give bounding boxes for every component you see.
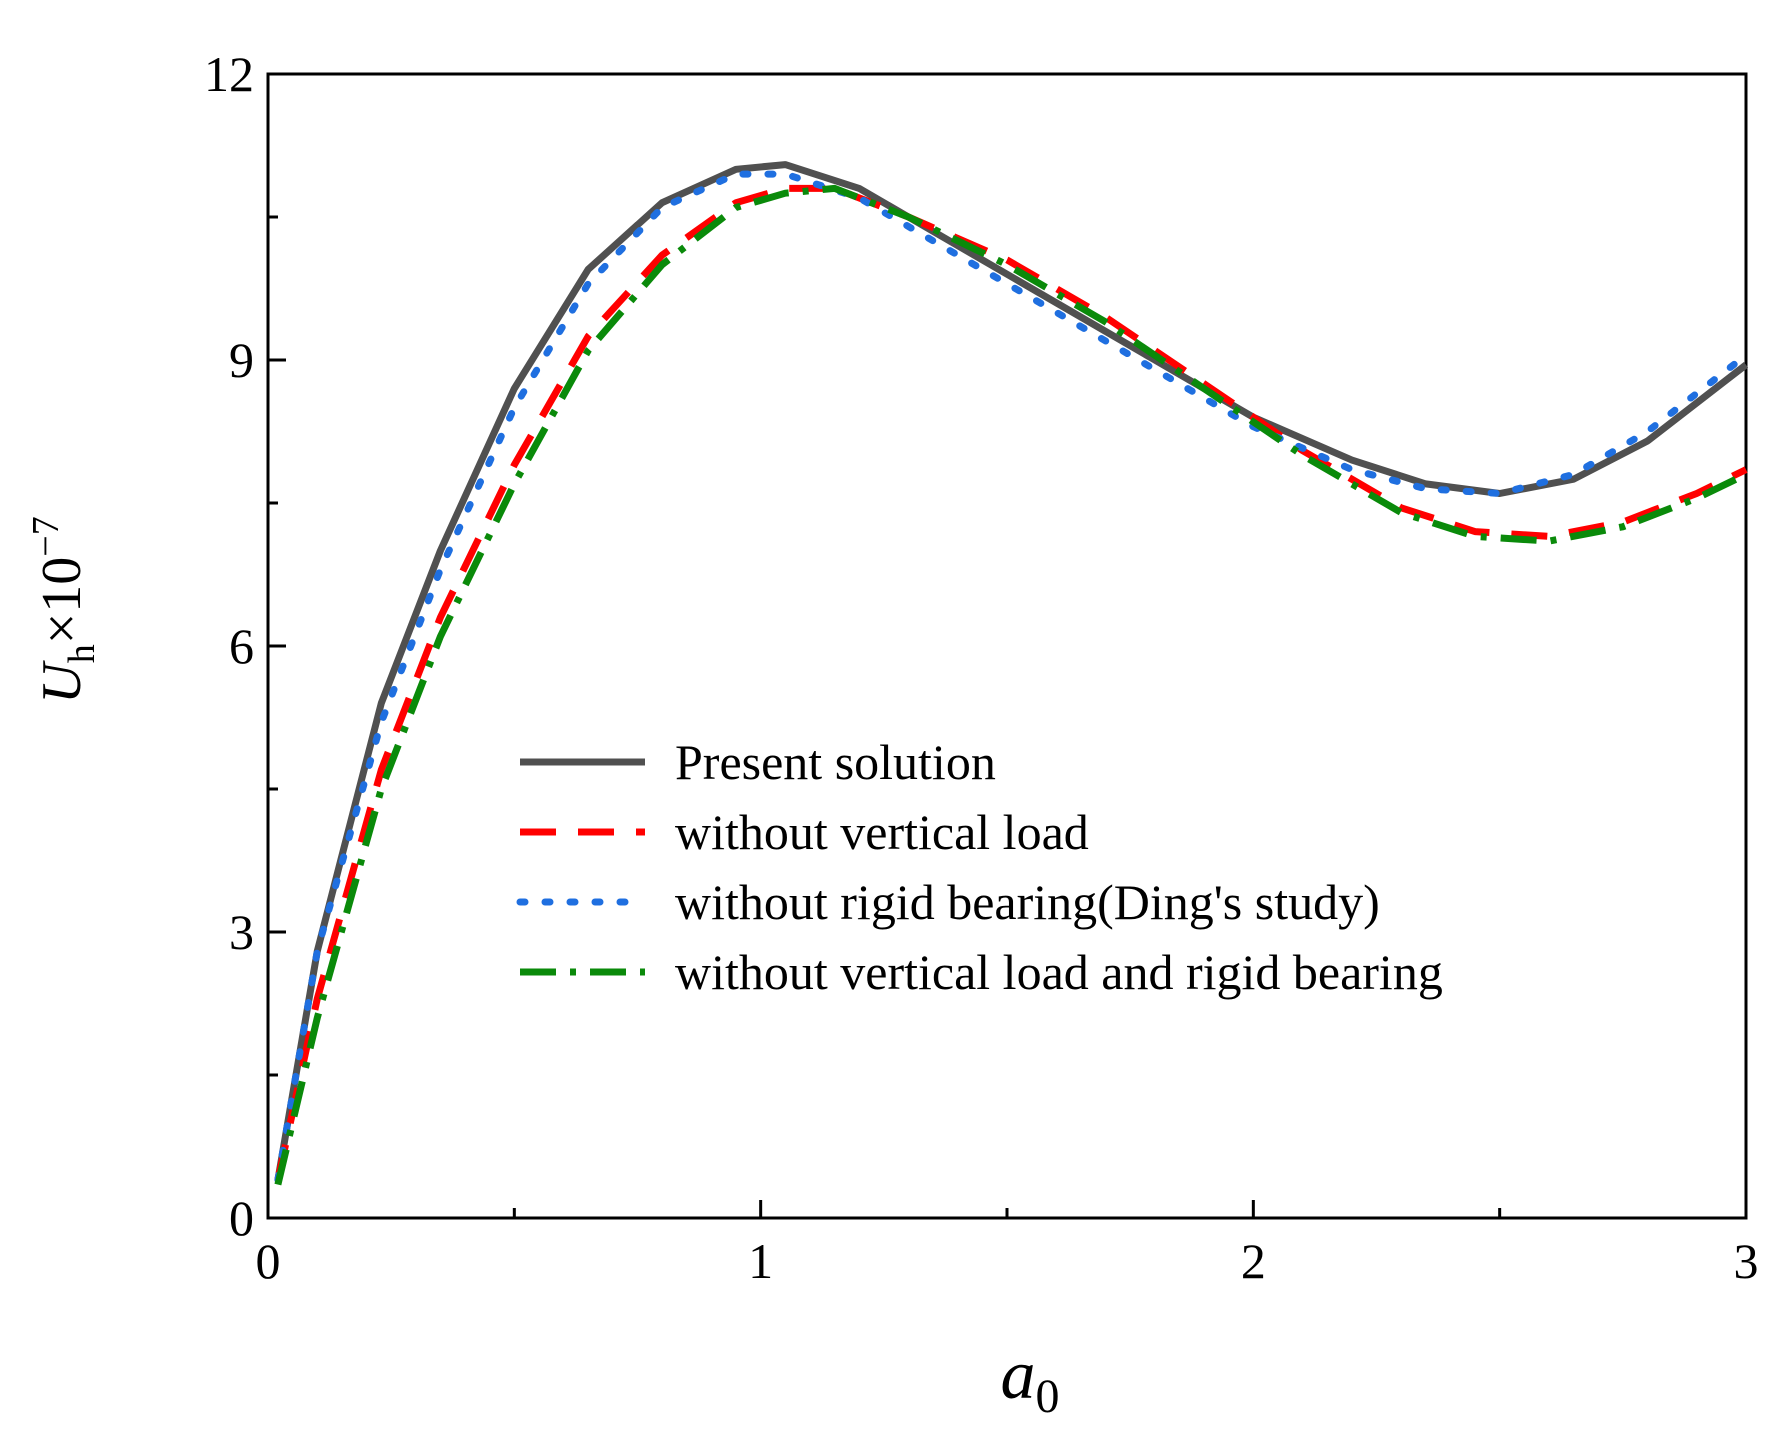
svg-text:Uh×10−7: Uh×10−7	[25, 516, 103, 703]
x-tick-label: 3	[1734, 1233, 1759, 1289]
x-axis: 0 1 2 3	[256, 1200, 1759, 1289]
x-tick-label: 0	[256, 1233, 281, 1289]
y-tick-label: 3	[229, 904, 254, 960]
series-line-4	[274, 184, 1748, 1186]
legend-label-1: Present solution	[675, 734, 996, 790]
legend-label-2: without vertical load	[675, 804, 1089, 860]
y-tick-label: 0	[229, 1190, 254, 1246]
legend-label-4: without vertical load and rigid bearing	[675, 944, 1443, 1000]
x-axis-title-main: a	[1001, 1337, 1036, 1414]
plot-area	[266, 72, 1748, 1220]
x-tick-label: 2	[1241, 1233, 1266, 1289]
y-axis-title-main: U	[31, 660, 93, 704]
y-axis-title-sub: h	[61, 644, 103, 663]
plot-border	[266, 72, 1748, 1220]
y-tick-label: 12	[204, 46, 254, 102]
legend-label-3: without rigid bearing(Ding's study)	[675, 874, 1380, 930]
svg-text:a0: a0	[1001, 1337, 1060, 1423]
series-line-1	[274, 161, 1749, 1181]
y-axis-title-mult: ×10	[31, 557, 93, 645]
x-axis-title: a0	[1001, 1337, 1060, 1423]
series-lines	[274, 161, 1750, 1186]
y-tick-label: 9	[229, 332, 254, 388]
legend: Present solution without vertical load wit…	[516, 734, 1443, 1000]
y-tick-label: 6	[229, 618, 254, 674]
series-line-2	[274, 184, 1748, 1181]
y-axis-title: Uh×10−7	[25, 516, 103, 703]
y-axis: 0 3 6 9 12	[204, 46, 286, 1246]
series-line-3	[274, 170, 1750, 1184]
y-axis-title-sup: −7	[25, 516, 67, 556]
x-tick-label: 1	[748, 1233, 773, 1289]
x-axis-title-sub: 0	[1036, 1370, 1060, 1423]
